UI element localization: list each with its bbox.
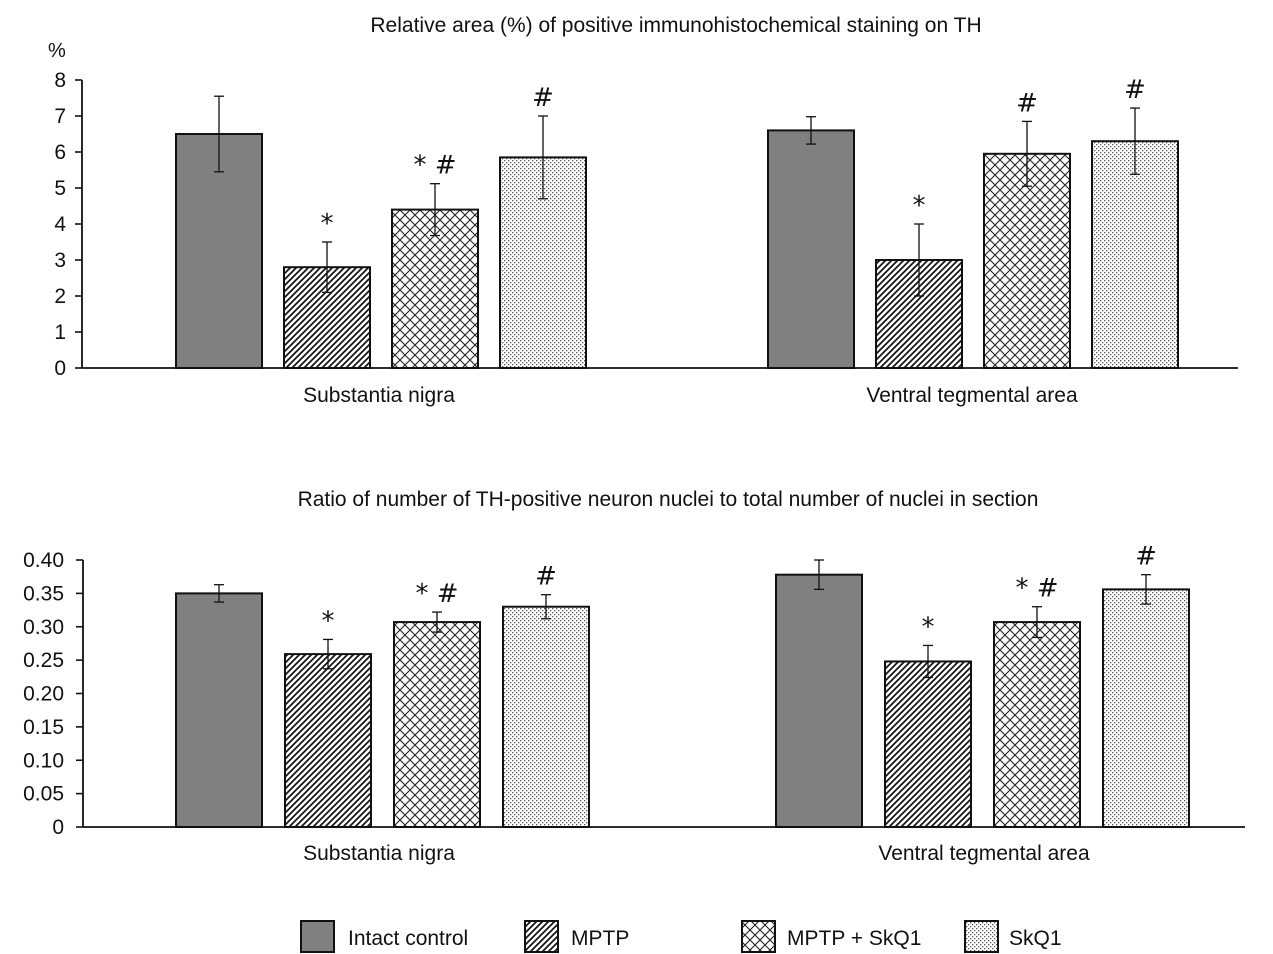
legend-label-intact-control: Intact control: [348, 927, 468, 950]
chart-2-category-0: Substantia nigra: [303, 842, 455, 865]
significance-mark-skq1-1: #: [1135, 542, 1157, 572]
legend-swatch-mptp-skq1: [741, 920, 776, 953]
legend-label-skq1: SkQ1: [1009, 927, 1062, 950]
chart-staining-area: Relative area (%) of positive immunohist…: [48, 14, 1238, 407]
y-tick-label: 0.15: [23, 716, 64, 739]
chart-2-category-1: Ventral tegmental area: [878, 842, 1090, 865]
significance-mark-mptp-skq1-1: #: [1016, 88, 1038, 118]
y-tick-label: 0.40: [23, 549, 64, 572]
legend-label-mptp-skq1: MPTP + SkQ1: [787, 927, 921, 950]
chart-2-title: Ratio of number of TH-positive neuron nu…: [298, 488, 1039, 511]
bar-mptp-0: [284, 653, 372, 828]
y-tick-label: 8: [54, 69, 66, 92]
y-tick-label: 1: [54, 321, 66, 344]
significance-mark-mptp-skq1-1: * #: [1015, 574, 1058, 604]
chart-2-bars: * * * # * # # #: [175, 542, 1190, 829]
bar-skq1-0: [502, 605, 590, 828]
y-tick-label: 5: [54, 177, 66, 200]
y-tick-label: 0.25: [23, 649, 64, 672]
legend-label-mptp: MPTP: [571, 927, 629, 950]
significance-mark-mptp-0: *: [321, 209, 334, 239]
y-tick-label: 0.05: [23, 783, 64, 806]
y-tick-label: 0.35: [23, 582, 64, 605]
chart-1-title: Relative area (%) of positive immunohist…: [370, 14, 981, 37]
y-tick-label: 0: [54, 357, 66, 380]
chart-1-category-1: Ventral tegmental area: [866, 384, 1078, 407]
chart-1-category-0: Substantia nigra: [303, 384, 455, 407]
y-tick-label: 2: [54, 285, 66, 308]
bar-mptp-1: [884, 660, 972, 829]
significance-mark-mptp-1: *: [913, 191, 926, 221]
chart-1-axes: [81, 80, 1238, 369]
legend: Intact control MPTP MPTP + SkQ1 SkQ1: [300, 920, 1062, 953]
bar-skq1-1: [1102, 588, 1190, 828]
bar-intact-control-0: [175, 133, 263, 369]
bar-intact-control-1: [767, 129, 855, 369]
legend-swatch-skq1: [964, 920, 999, 953]
significance-mark-skq1-0: #: [532, 83, 554, 113]
bar-mptp-skq1-1: [983, 152, 1071, 369]
significance-mark-mptp-skq1-0: * #: [415, 579, 458, 609]
y-tick-label: 4: [54, 213, 66, 236]
significance-mark-mptp-0: *: [322, 606, 335, 636]
chart-1-y-ticks: 0 1 2 3 4 5 6 7 8: [54, 69, 82, 380]
chart-1-ylabel: %: [48, 40, 66, 62]
y-tick-label: 0: [52, 816, 64, 839]
bar-intact-control-0: [175, 592, 263, 828]
legend-swatch-mptp: [524, 920, 559, 953]
y-tick-label: 0.10: [23, 749, 64, 772]
significance-mark-mptp-skq1-0: * #: [413, 151, 456, 181]
y-tick-label: 6: [54, 141, 66, 164]
legend-swatch-intact-control: [300, 920, 335, 953]
y-tick-label: 0.20: [23, 683, 64, 706]
chart-1-bars: * * * # # # #: [175, 75, 1179, 370]
significance-mark-mptp-1: *: [922, 612, 935, 642]
chart-2-axes: [82, 560, 1245, 828]
bar-skq1-1: [1091, 140, 1179, 369]
bar-mptp-skq1-0: [393, 621, 481, 829]
y-tick-label: 3: [54, 249, 66, 272]
y-tick-label: 7: [54, 105, 66, 128]
bar-intact-control-1: [775, 573, 863, 828]
chart-2-y-ticks: 0 0.05 0.10 0.15 0.20 0.25 0.30 0.35 0.40: [23, 549, 83, 839]
significance-mark-skq1-0: #: [535, 562, 557, 592]
significance-mark-skq1-1: #: [1124, 75, 1146, 105]
y-tick-label: 0.30: [23, 616, 64, 639]
chart-nuclei-ratio: Ratio of number of TH-positive neuron nu…: [23, 488, 1245, 865]
bar-mptp-skq1-1: [993, 621, 1081, 829]
